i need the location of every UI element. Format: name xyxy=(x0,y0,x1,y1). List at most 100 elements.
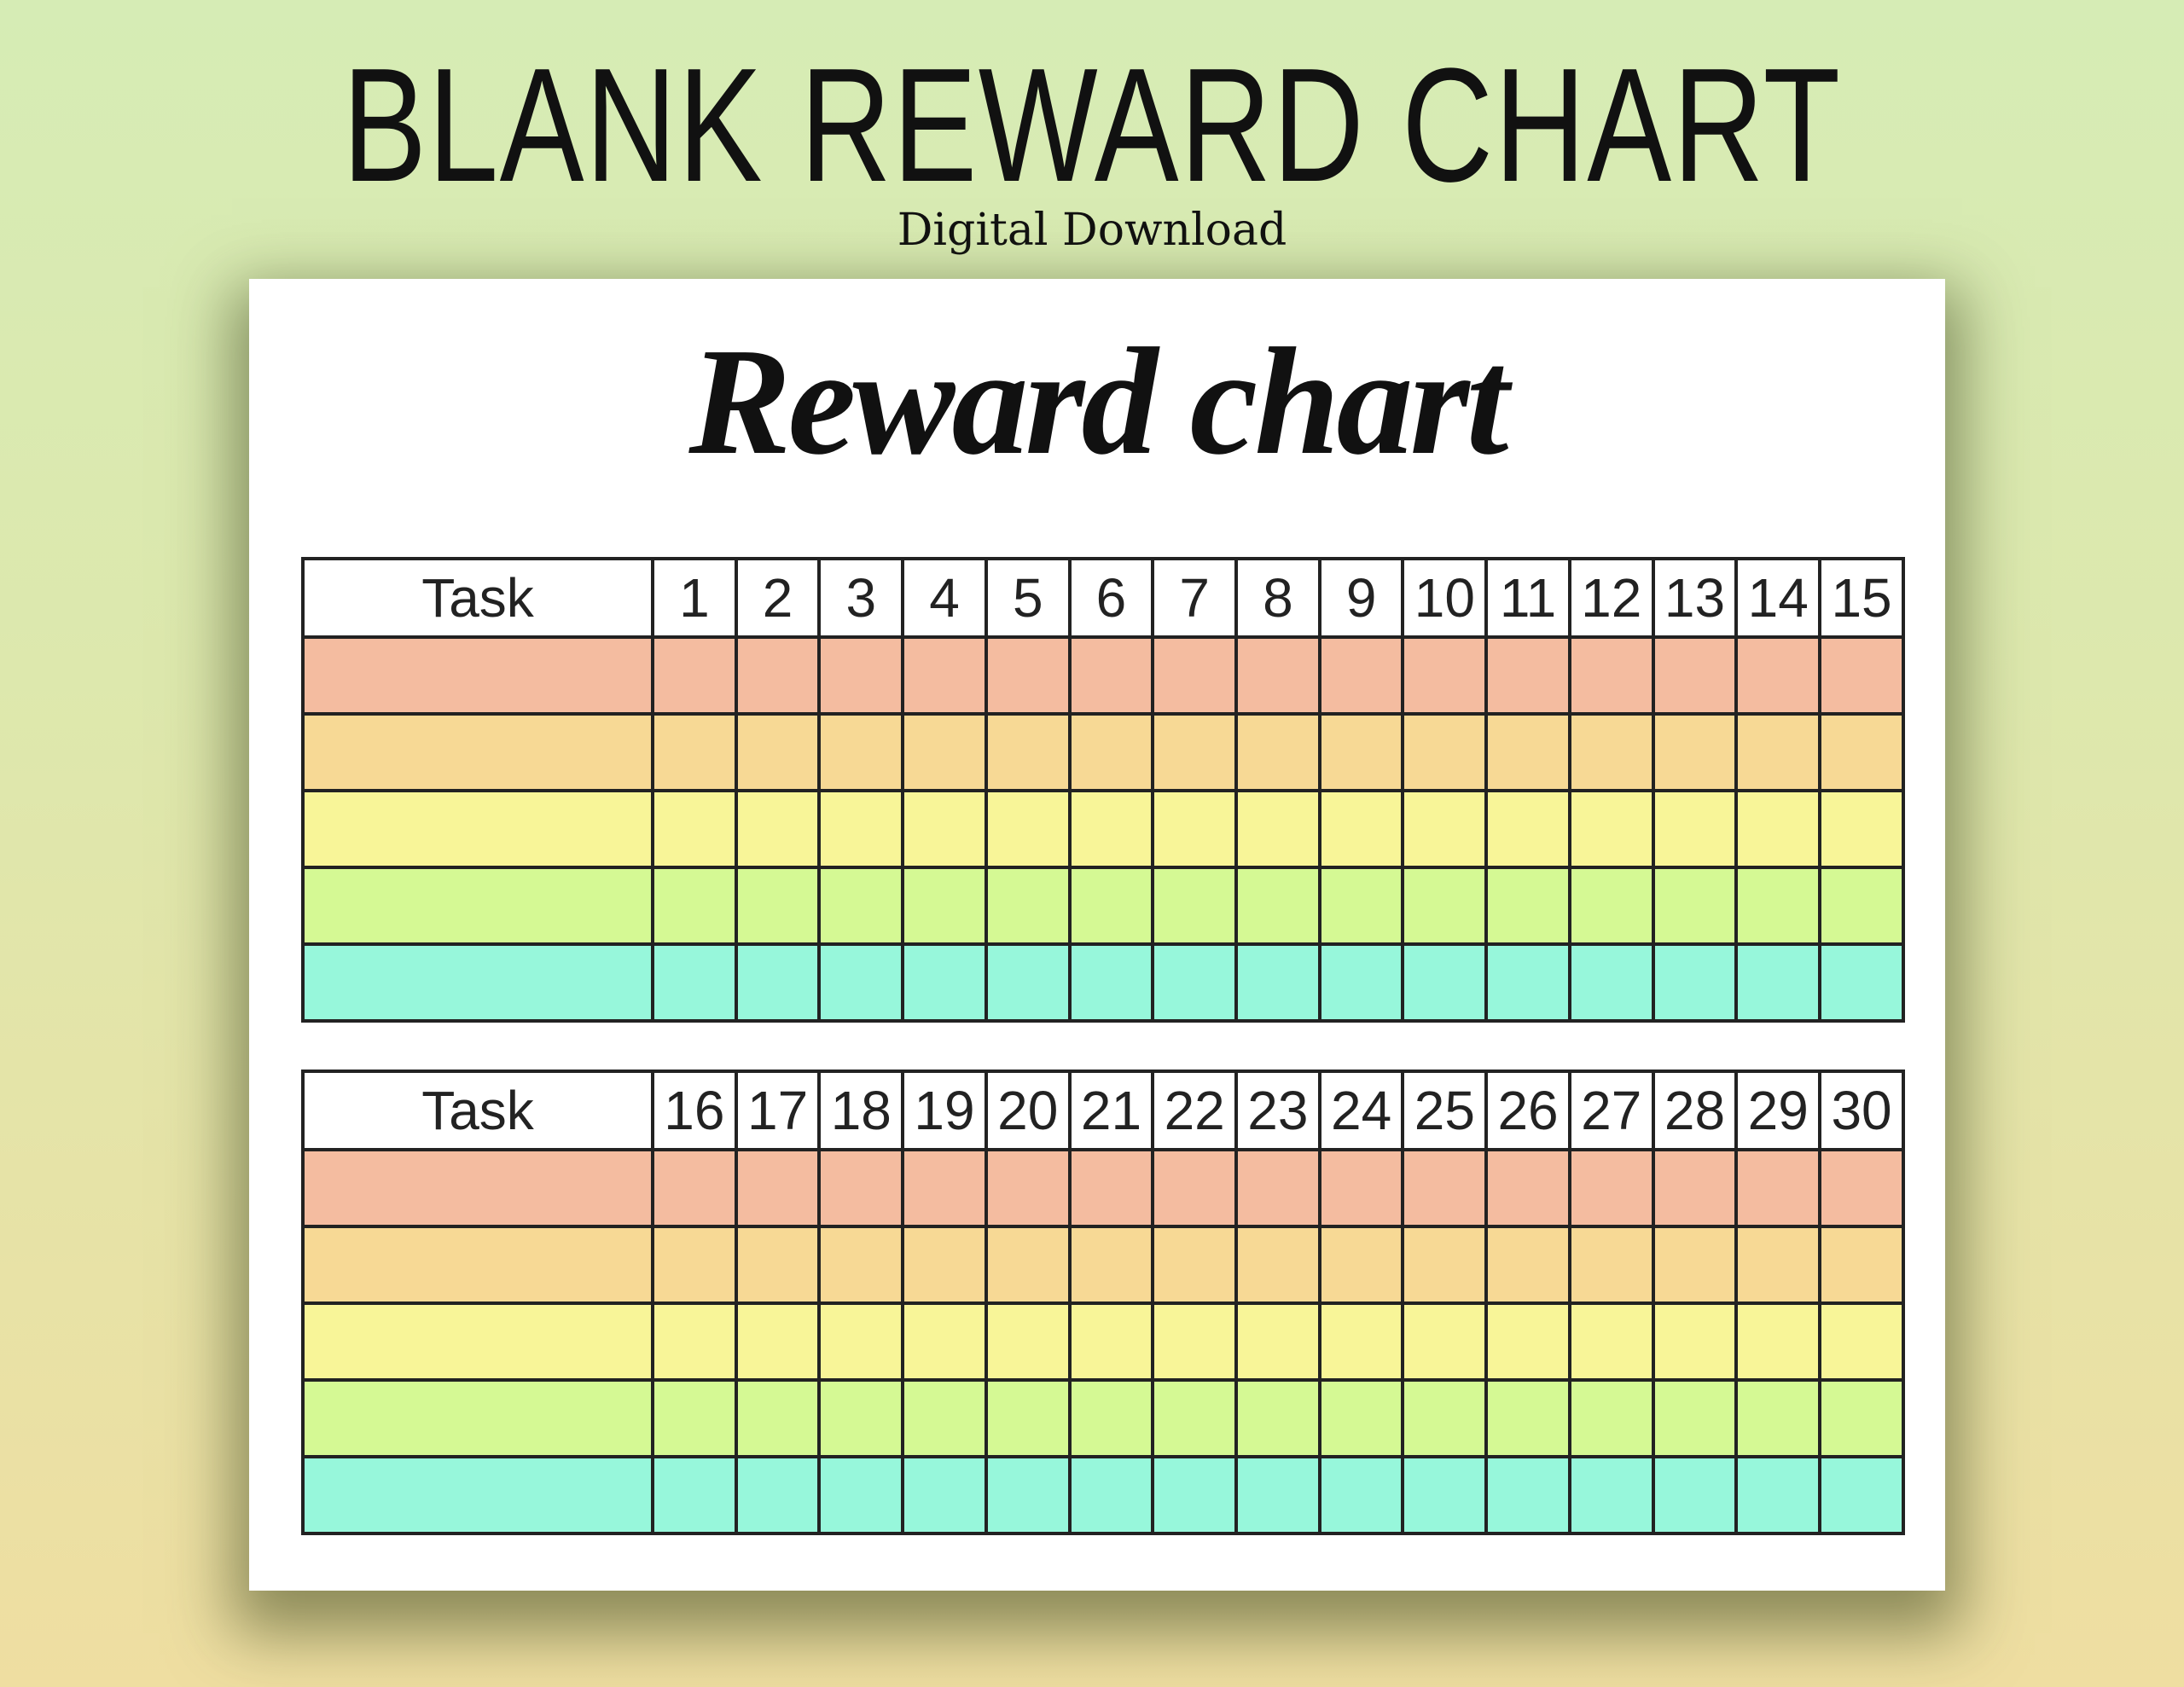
day-check-cell[interactable] xyxy=(734,1148,822,1228)
day-check-cell[interactable] xyxy=(651,942,738,1023)
day-check-cell[interactable] xyxy=(1234,1455,1321,1535)
day-check-cell[interactable] xyxy=(1151,1225,1239,1305)
day-check-cell[interactable] xyxy=(1734,1148,1822,1228)
day-check-cell[interactable] xyxy=(901,789,988,869)
day-check-cell[interactable] xyxy=(1567,789,1655,869)
day-check-cell[interactable] xyxy=(1401,712,1489,792)
day-check-cell[interactable] xyxy=(901,1378,988,1458)
day-check-cell[interactable] xyxy=(984,1148,1072,1228)
day-check-cell[interactable] xyxy=(817,942,905,1023)
day-check-cell[interactable] xyxy=(734,1301,822,1382)
day-check-cell[interactable] xyxy=(1651,635,1739,716)
day-check-cell[interactable] xyxy=(901,712,988,792)
day-check-cell[interactable] xyxy=(1651,1148,1739,1228)
day-check-cell[interactable] xyxy=(1567,866,1655,946)
task-name-cell[interactable] xyxy=(301,942,654,1023)
task-name-cell[interactable] xyxy=(301,789,654,869)
day-check-cell[interactable] xyxy=(1317,712,1405,792)
day-check-cell[interactable] xyxy=(1401,635,1489,716)
day-check-cell[interactable] xyxy=(1818,1301,1905,1382)
day-check-cell[interactable] xyxy=(1818,789,1905,869)
day-check-cell[interactable] xyxy=(817,1225,905,1305)
day-check-cell[interactable] xyxy=(901,942,988,1023)
day-check-cell[interactable] xyxy=(1651,942,1739,1023)
day-check-cell[interactable] xyxy=(1401,1225,1489,1305)
day-check-cell[interactable] xyxy=(984,712,1072,792)
day-check-cell[interactable] xyxy=(1818,1455,1905,1535)
day-check-cell[interactable] xyxy=(984,866,1072,946)
day-check-cell[interactable] xyxy=(984,1301,1072,1382)
day-check-cell[interactable] xyxy=(1234,942,1321,1023)
day-check-cell[interactable] xyxy=(651,712,738,792)
task-name-cell[interactable] xyxy=(301,1455,654,1535)
day-check-cell[interactable] xyxy=(901,1148,988,1228)
day-check-cell[interactable] xyxy=(734,942,822,1023)
day-check-cell[interactable] xyxy=(1484,712,1571,792)
day-check-cell[interactable] xyxy=(1151,942,1239,1023)
day-check-cell[interactable] xyxy=(984,1225,1072,1305)
day-check-cell[interactable] xyxy=(1067,712,1155,792)
day-check-cell[interactable] xyxy=(734,635,822,716)
day-check-cell[interactable] xyxy=(1567,1225,1655,1305)
day-check-cell[interactable] xyxy=(651,1301,738,1382)
day-check-cell[interactable] xyxy=(817,635,905,716)
day-check-cell[interactable] xyxy=(1234,1378,1321,1458)
day-check-cell[interactable] xyxy=(651,1225,738,1305)
day-check-cell[interactable] xyxy=(1067,1225,1155,1305)
day-check-cell[interactable] xyxy=(1234,789,1321,869)
day-check-cell[interactable] xyxy=(1651,1455,1739,1535)
day-check-cell[interactable] xyxy=(1234,635,1321,716)
day-check-cell[interactable] xyxy=(734,712,822,792)
day-check-cell[interactable] xyxy=(1484,1378,1571,1458)
day-check-cell[interactable] xyxy=(1067,789,1155,869)
day-check-cell[interactable] xyxy=(1484,1301,1571,1382)
day-check-cell[interactable] xyxy=(1651,1301,1739,1382)
day-check-cell[interactable] xyxy=(1567,712,1655,792)
day-check-cell[interactable] xyxy=(1234,1148,1321,1228)
day-check-cell[interactable] xyxy=(1567,1378,1655,1458)
day-check-cell[interactable] xyxy=(651,1148,738,1228)
day-check-cell[interactable] xyxy=(1151,1378,1239,1458)
day-check-cell[interactable] xyxy=(1401,1148,1489,1228)
day-check-cell[interactable] xyxy=(1234,1225,1321,1305)
day-check-cell[interactable] xyxy=(651,635,738,716)
day-check-cell[interactable] xyxy=(901,1455,988,1535)
day-check-cell[interactable] xyxy=(734,1225,822,1305)
day-check-cell[interactable] xyxy=(1734,866,1822,946)
day-check-cell[interactable] xyxy=(1151,712,1239,792)
day-check-cell[interactable] xyxy=(1484,1148,1571,1228)
day-check-cell[interactable] xyxy=(1484,789,1571,869)
task-name-cell[interactable] xyxy=(301,1301,654,1382)
day-check-cell[interactable] xyxy=(1401,789,1489,869)
day-check-cell[interactable] xyxy=(1317,789,1405,869)
day-check-cell[interactable] xyxy=(1484,866,1571,946)
task-name-cell[interactable] xyxy=(301,866,654,946)
day-check-cell[interactable] xyxy=(1734,1301,1822,1382)
day-check-cell[interactable] xyxy=(1234,712,1321,792)
day-check-cell[interactable] xyxy=(1734,712,1822,792)
day-check-cell[interactable] xyxy=(1317,635,1405,716)
day-check-cell[interactable] xyxy=(1401,1301,1489,1382)
day-check-cell[interactable] xyxy=(1567,942,1655,1023)
day-check-cell[interactable] xyxy=(1734,635,1822,716)
day-check-cell[interactable] xyxy=(1484,1455,1571,1535)
day-check-cell[interactable] xyxy=(1067,1378,1155,1458)
day-check-cell[interactable] xyxy=(1651,1378,1739,1458)
day-check-cell[interactable] xyxy=(1818,866,1905,946)
day-check-cell[interactable] xyxy=(1317,1378,1405,1458)
day-check-cell[interactable] xyxy=(1317,1301,1405,1382)
day-check-cell[interactable] xyxy=(651,866,738,946)
day-check-cell[interactable] xyxy=(1818,1378,1905,1458)
day-check-cell[interactable] xyxy=(651,1378,738,1458)
day-check-cell[interactable] xyxy=(817,789,905,869)
day-check-cell[interactable] xyxy=(734,1378,822,1458)
day-check-cell[interactable] xyxy=(817,1455,905,1535)
task-name-cell[interactable] xyxy=(301,635,654,716)
day-check-cell[interactable] xyxy=(1567,1148,1655,1228)
day-check-cell[interactable] xyxy=(1401,1455,1489,1535)
day-check-cell[interactable] xyxy=(1651,866,1739,946)
day-check-cell[interactable] xyxy=(984,1378,1072,1458)
day-check-cell[interactable] xyxy=(1401,1378,1489,1458)
day-check-cell[interactable] xyxy=(1651,712,1739,792)
day-check-cell[interactable] xyxy=(1401,866,1489,946)
